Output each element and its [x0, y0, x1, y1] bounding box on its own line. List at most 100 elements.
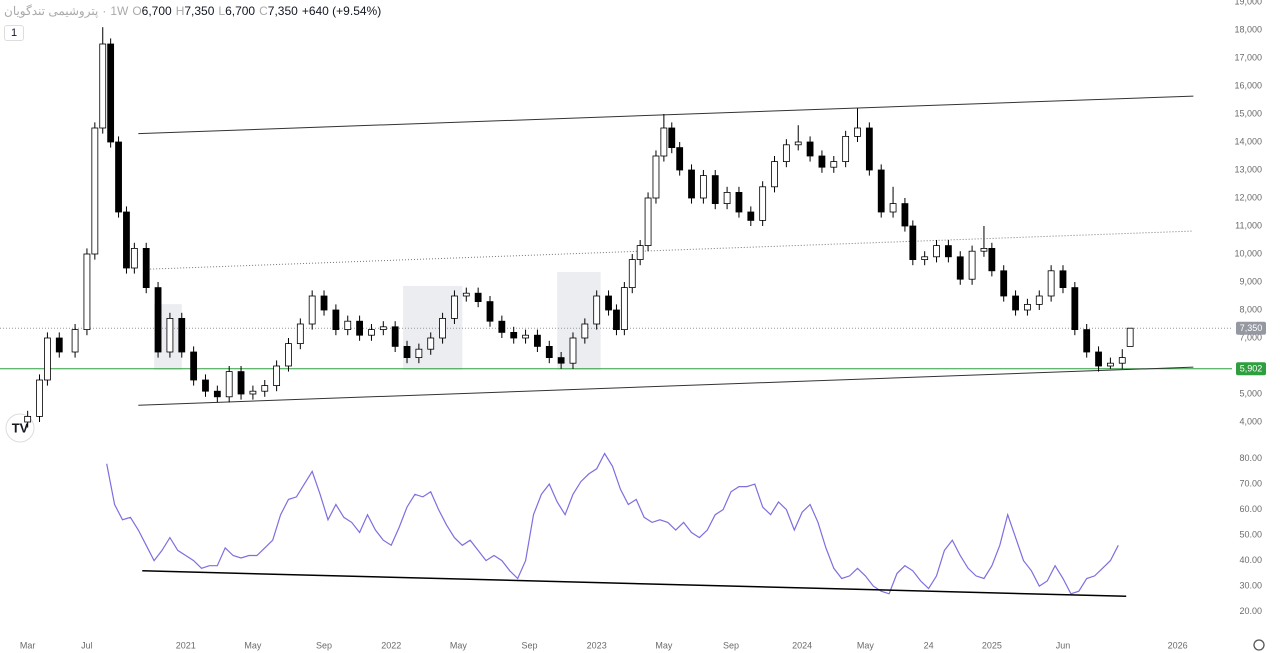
candle-body	[620, 287, 628, 331]
trend-line	[142, 570, 1127, 598]
candle-body	[344, 320, 352, 331]
candle-body	[593, 295, 601, 325]
candle-body	[44, 337, 51, 381]
candle-body	[660, 127, 668, 157]
candle-body	[557, 357, 565, 364]
y-tick-label: 9,000	[1239, 276, 1262, 286]
y-tick-label: 40.00	[1239, 555, 1262, 565]
ohlc: O6,700 H7,350 L6,700 C7,350	[132, 4, 298, 18]
legend-key: O	[132, 4, 142, 18]
trend-line	[138, 95, 1194, 135]
trend-line	[150, 230, 1194, 270]
candle-body	[921, 256, 929, 260]
y-tick-label: 50.00	[1239, 529, 1262, 539]
y-tick-label: 18,000	[1234, 24, 1262, 34]
candle-body	[403, 345, 411, 358]
candle-body	[1012, 295, 1019, 311]
candle-body	[439, 317, 446, 339]
y-tick-label: 10,000	[1234, 248, 1262, 258]
candle-body	[636, 245, 644, 261]
y-tick-label: 4,000	[1239, 416, 1262, 426]
candle-body	[237, 371, 245, 395]
candle-body	[889, 203, 897, 213]
rsi-line	[106, 452, 1119, 595]
candle-body	[830, 161, 838, 168]
y-tick-label: 19,000	[1234, 0, 1262, 6]
x-tick-label: Jun	[1056, 640, 1071, 650]
candle-body	[510, 331, 518, 339]
x-tick-label: 2023	[587, 640, 607, 650]
candle-body	[474, 292, 482, 303]
y-tick-label: 80.00	[1239, 453, 1262, 463]
candle-body	[123, 211, 130, 269]
x-tick-label: 2021	[176, 640, 196, 650]
candle-body	[1107, 362, 1114, 367]
candle-body	[296, 323, 304, 345]
x-tick-label: May	[857, 640, 875, 650]
candle-body	[1047, 270, 1055, 297]
candle-body	[213, 390, 221, 398]
candle-body	[190, 351, 198, 381]
candle-body	[652, 155, 660, 199]
candle-body	[427, 337, 435, 350]
price-label: 7,350	[1240, 323, 1263, 333]
y-tick-label: 14,000	[1234, 136, 1262, 146]
candle-body	[273, 365, 281, 387]
candle-body	[854, 127, 861, 137]
candle-body	[759, 186, 767, 221]
candle-body	[83, 253, 91, 330]
candle-body	[308, 295, 316, 325]
candle-body	[818, 155, 826, 168]
y-tick-label: 12,000	[1234, 192, 1262, 202]
y-tick-label: 30.00	[1239, 580, 1262, 590]
logo-mark: TV	[12, 420, 29, 435]
candle-body	[24, 415, 32, 423]
x-tick-label: May	[244, 640, 262, 650]
candle-body	[794, 141, 802, 146]
y-tick-label: 11,000	[1235, 220, 1262, 230]
y-tick-label: 20.00	[1239, 606, 1262, 616]
x-tick-label: Sep	[316, 640, 332, 650]
candle-body	[91, 127, 99, 255]
candle-body	[968, 250, 976, 280]
candle-body	[1095, 351, 1102, 367]
x-tick-label: 2025	[982, 640, 1002, 650]
candle-body	[628, 259, 636, 289]
x-tick-label: Mar	[20, 640, 36, 650]
candle-body	[771, 161, 778, 188]
candle-body	[178, 317, 186, 353]
candle-body	[1035, 295, 1043, 305]
x-tick-label: 2026	[1168, 640, 1188, 650]
candle-body	[498, 320, 506, 333]
y-tick-label: 17,000	[1234, 52, 1262, 62]
candle-body	[71, 329, 79, 353]
candle-body	[55, 337, 63, 353]
x-tick-label: 24	[924, 640, 934, 650]
candle-body	[613, 309, 620, 331]
candle-body	[865, 127, 873, 171]
price-label-box	[1236, 321, 1266, 335]
candle-body	[747, 211, 755, 221]
y-tick-label: 16,000	[1234, 80, 1262, 90]
candle-body	[1059, 270, 1067, 288]
settings-icon[interactable]	[1253, 639, 1265, 651]
candle-body	[202, 379, 209, 392]
collapse-button[interactable]: 1	[4, 25, 25, 41]
x-tick-label: Jul	[81, 640, 93, 650]
interval: 1W	[110, 4, 129, 18]
candle-body	[723, 191, 731, 204]
y-tick-label: 60.00	[1239, 504, 1262, 514]
candle-body	[356, 320, 363, 336]
candle-body	[676, 147, 684, 171]
candle-body	[901, 203, 909, 227]
candle-body	[581, 323, 589, 339]
candle-body	[332, 309, 340, 331]
candle-body	[1126, 327, 1134, 347]
y-tick-label: 70.00	[1239, 478, 1262, 488]
candle-body	[1071, 287, 1079, 331]
x-tick-label: Sep	[723, 640, 739, 650]
candle-body	[842, 135, 850, 162]
x-tick-label: May	[450, 640, 468, 650]
x-tick-label: May	[655, 640, 673, 650]
